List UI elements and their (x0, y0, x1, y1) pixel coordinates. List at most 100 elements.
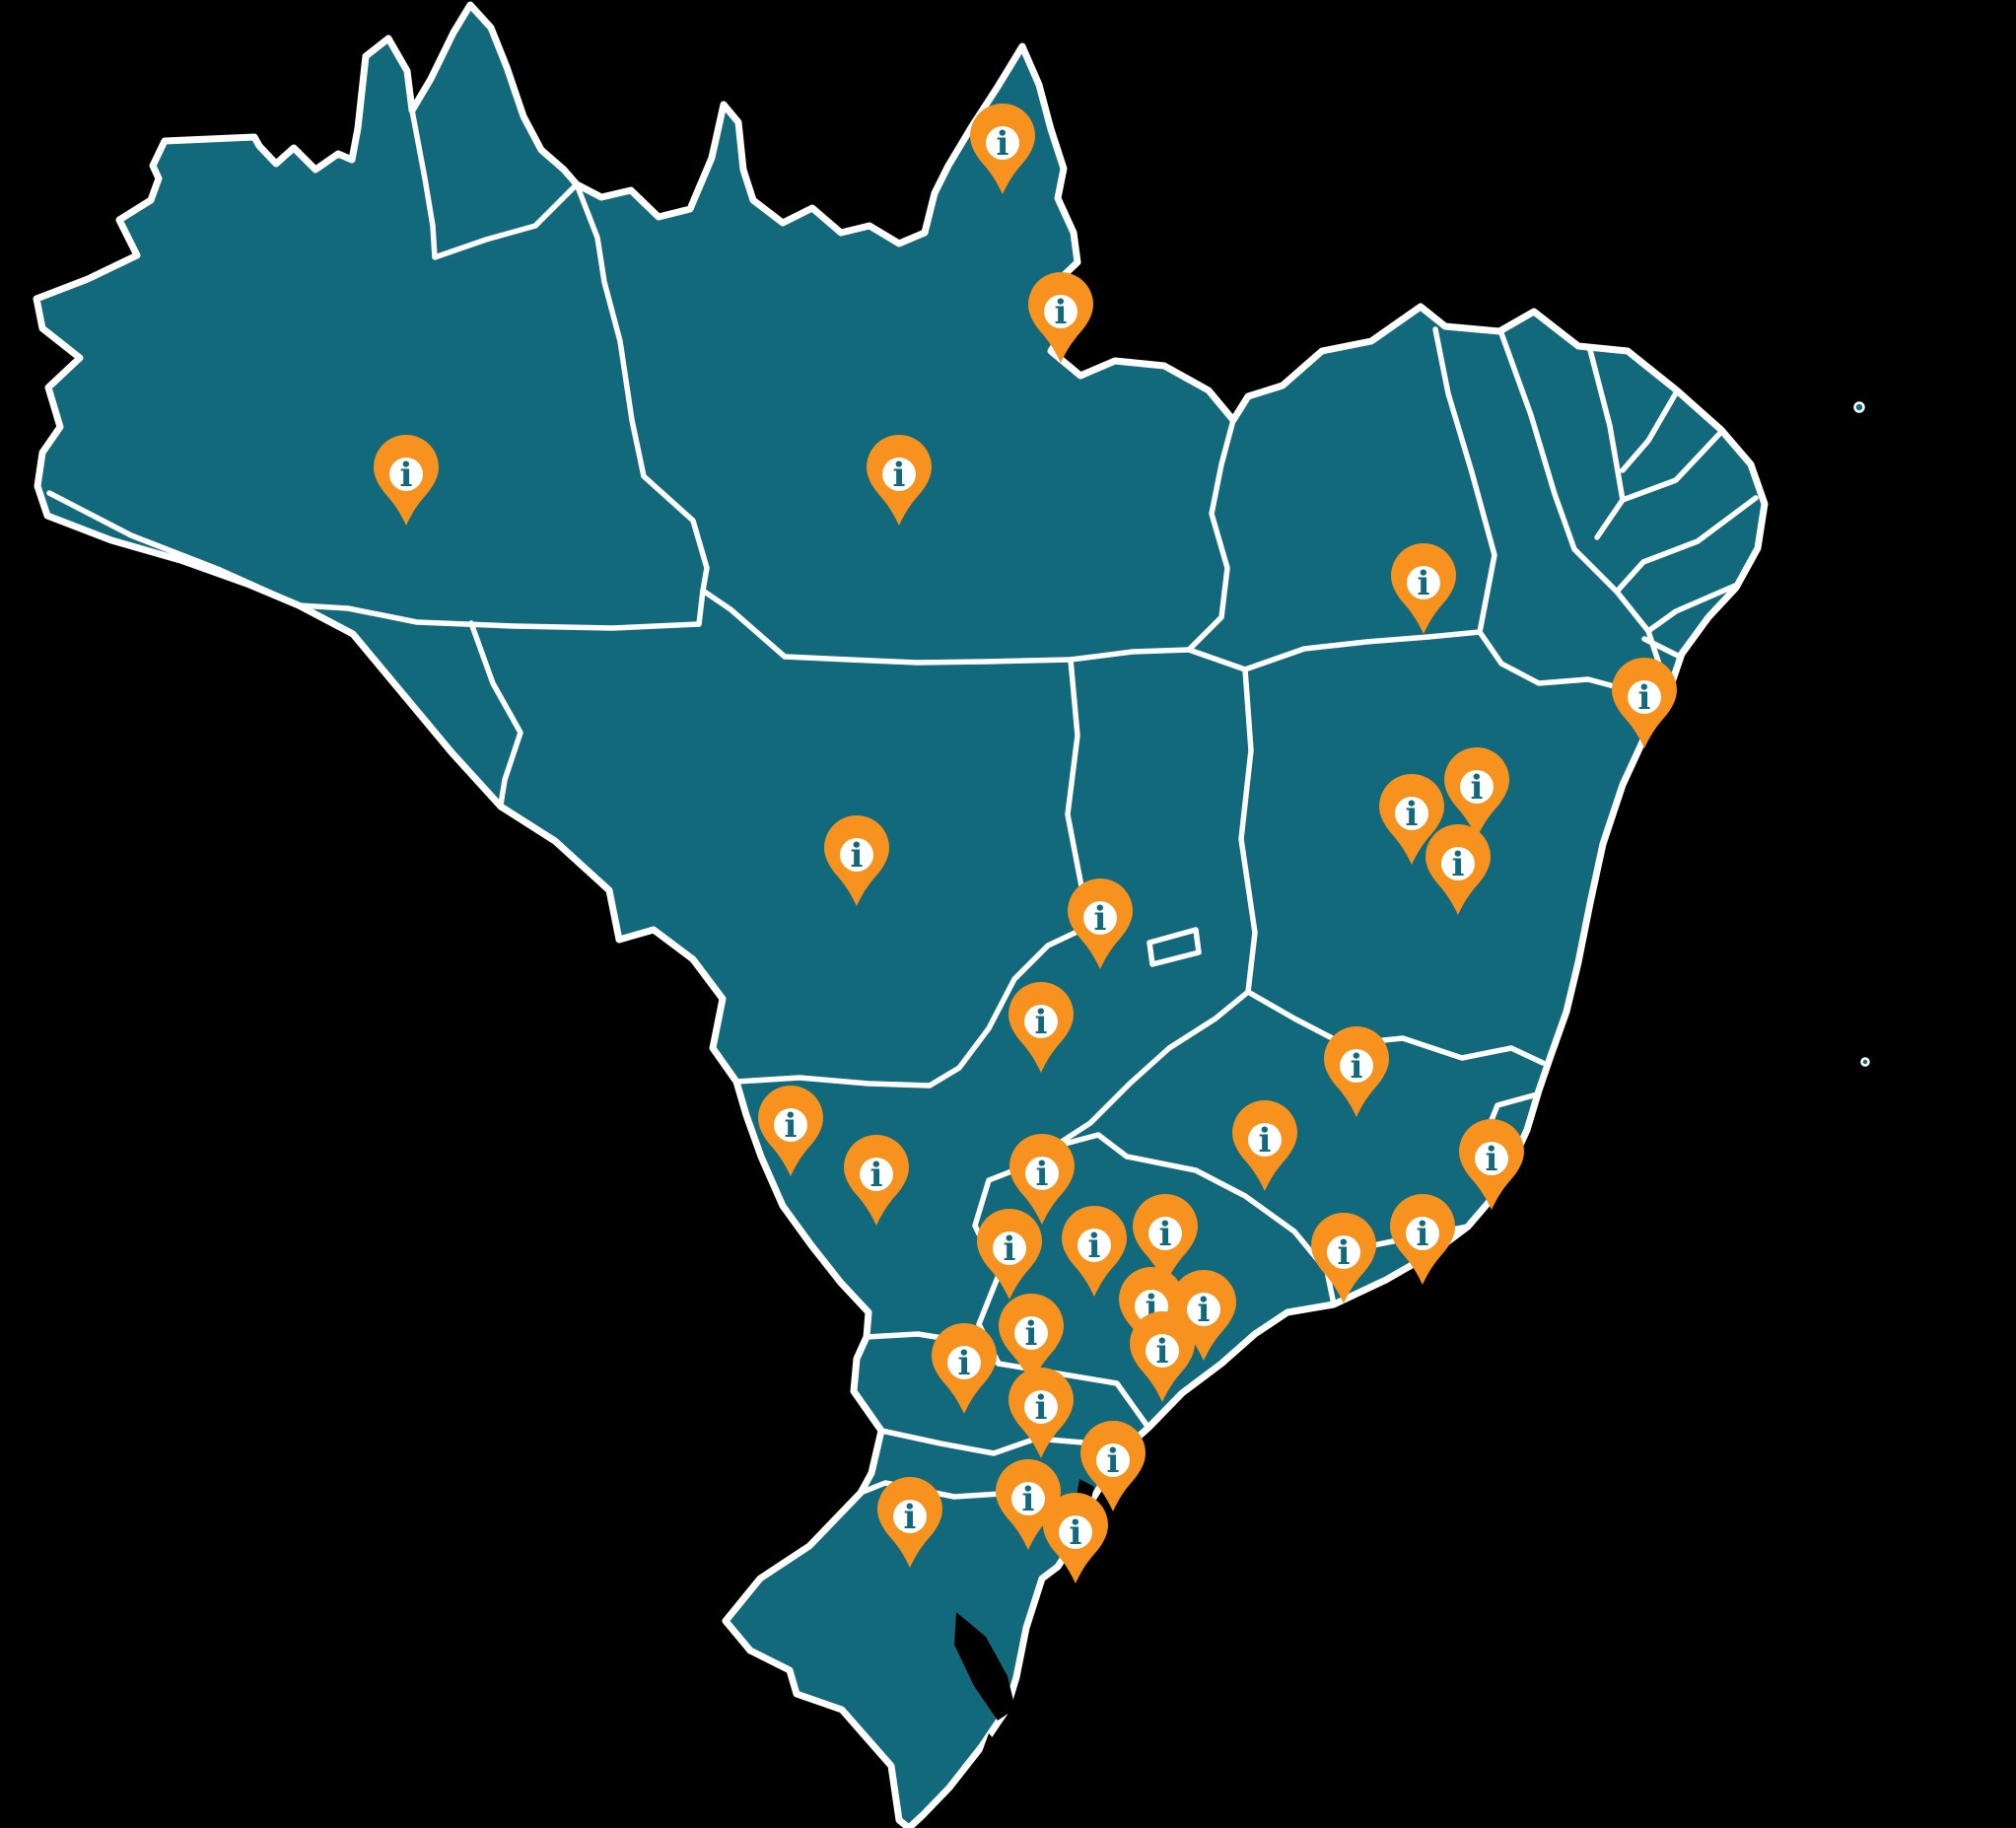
map-pin[interactable]: i (1232, 1100, 1297, 1191)
info-icon: i (1107, 1441, 1120, 1481)
map-pin[interactable]: i (1459, 1119, 1524, 1210)
info-icon: i (1638, 678, 1651, 718)
state-border (296, 602, 702, 631)
state-border (1641, 636, 1683, 660)
pin-inner-circle (1395, 797, 1428, 830)
pin-inner-circle (1475, 1142, 1508, 1175)
info-icon: i (1022, 1480, 1035, 1519)
info-icon: i (1088, 1227, 1101, 1266)
island (1853, 401, 1865, 413)
info-icon: i (1338, 1233, 1351, 1273)
state-border (1051, 1132, 1330, 1274)
pin-inner-circle (1083, 901, 1117, 935)
pin-inner-circle (1146, 1334, 1179, 1368)
pin-inner-circle (1460, 770, 1494, 804)
info-icon: i (1036, 1155, 1049, 1194)
map-pin[interactable]: i (877, 1477, 942, 1568)
info-icon: i (1025, 1314, 1038, 1354)
pin-inner-circle (774, 1108, 807, 1142)
map-pin[interactable]: i (999, 1294, 1064, 1384)
state-border (1245, 989, 1546, 1066)
map-pin[interactable]: i (1008, 982, 1074, 1073)
pin-inner-circle (1187, 1293, 1220, 1326)
map-pin[interactable]: i (1444, 747, 1509, 838)
info-icon: i (1070, 1513, 1082, 1553)
pin-inner-circle (389, 457, 423, 491)
pin-inner-circle (893, 1500, 927, 1533)
info-icon: i (904, 1498, 917, 1537)
state-border (1587, 347, 1626, 540)
info-icon: i (1452, 845, 1465, 884)
info-icon: i (1198, 1291, 1211, 1330)
info-icon: i (870, 1156, 883, 1195)
map-pin[interactable]: i (1068, 879, 1133, 969)
map-pin[interactable]: i (1043, 1493, 1108, 1583)
pin-inner-circle (1441, 847, 1475, 880)
map-pin[interactable]: i (977, 1209, 1042, 1300)
map-pin[interactable]: i (1130, 1311, 1195, 1402)
map-pin[interactable]: i (1171, 1270, 1236, 1361)
map-pin[interactable]: i (867, 435, 932, 526)
islands-layer (1853, 401, 1870, 1067)
info-icon: i (1417, 1215, 1429, 1254)
map-pin[interactable]: i (1390, 1194, 1455, 1285)
pin-inner-circle (986, 126, 1019, 160)
pin-inner-circle (1407, 566, 1440, 599)
state-borders-layer (46, 107, 1759, 1508)
map-pin[interactable]: i (932, 1323, 997, 1414)
state-border (1620, 428, 1725, 503)
state-border (1614, 495, 1759, 595)
map-pin[interactable]: i (1009, 1134, 1075, 1225)
pin-inner-circle (840, 838, 873, 872)
info-icon: i (1486, 1140, 1498, 1179)
pin-inner-circle (1024, 1390, 1058, 1424)
map-pin[interactable]: i (1425, 824, 1491, 915)
map-pin[interactable]: i (1311, 1213, 1376, 1303)
pin-inner-circle (1406, 1217, 1439, 1250)
state-border (1645, 583, 1738, 634)
map-pin[interactable]: i (1133, 1194, 1198, 1285)
state-border (409, 107, 580, 260)
map-pin[interactable]: i (1379, 774, 1444, 865)
state-border (1186, 417, 1236, 653)
map-pin[interactable]: i (1080, 1421, 1146, 1512)
info-icon: i (785, 1106, 798, 1146)
state-border (468, 620, 523, 808)
info-icon: i (1004, 1230, 1016, 1269)
map-pin[interactable]: i (970, 104, 1035, 194)
map-pin[interactable]: i (844, 1135, 909, 1226)
info-icon: i (1035, 1388, 1048, 1428)
info-icon: i (1351, 1047, 1363, 1087)
info-icon: i (1418, 564, 1430, 603)
info-icon: i (1156, 1332, 1169, 1371)
lagoon-patos (954, 1612, 1015, 1721)
info-icon: i (1094, 899, 1107, 939)
map-pin[interactable]: i (758, 1086, 823, 1176)
state-border (927, 925, 1088, 1089)
map-pin[interactable]: i (1062, 1206, 1127, 1297)
map-pin[interactable]: i (1008, 1368, 1074, 1458)
pin-inner-circle (1340, 1049, 1373, 1083)
map-pin[interactable]: i (824, 815, 889, 906)
pin-inner-circle (1078, 1229, 1111, 1262)
info-icon: i (893, 456, 906, 495)
pin-inner-circle (1011, 1482, 1045, 1515)
info-icon: i (997, 124, 1009, 164)
map-pin[interactable]: i (1028, 272, 1093, 363)
info-icon: i (1159, 1215, 1172, 1254)
state-border (1068, 629, 1483, 672)
island (1860, 1057, 1870, 1067)
map-pin[interactable]: i (1612, 658, 1677, 748)
map-pin[interactable]: i (374, 435, 439, 526)
info-icon: i (1259, 1121, 1272, 1160)
pin-inner-circle (947, 1346, 981, 1379)
map-pin[interactable]: i (1324, 1026, 1389, 1117)
map-pin[interactable]: i (1391, 543, 1456, 634)
map-pin[interactable]: i (996, 1459, 1061, 1550)
state-border (1432, 326, 1497, 635)
pin-inner-circle (1024, 1005, 1058, 1038)
lagoon-mirim (978, 1733, 1008, 1783)
